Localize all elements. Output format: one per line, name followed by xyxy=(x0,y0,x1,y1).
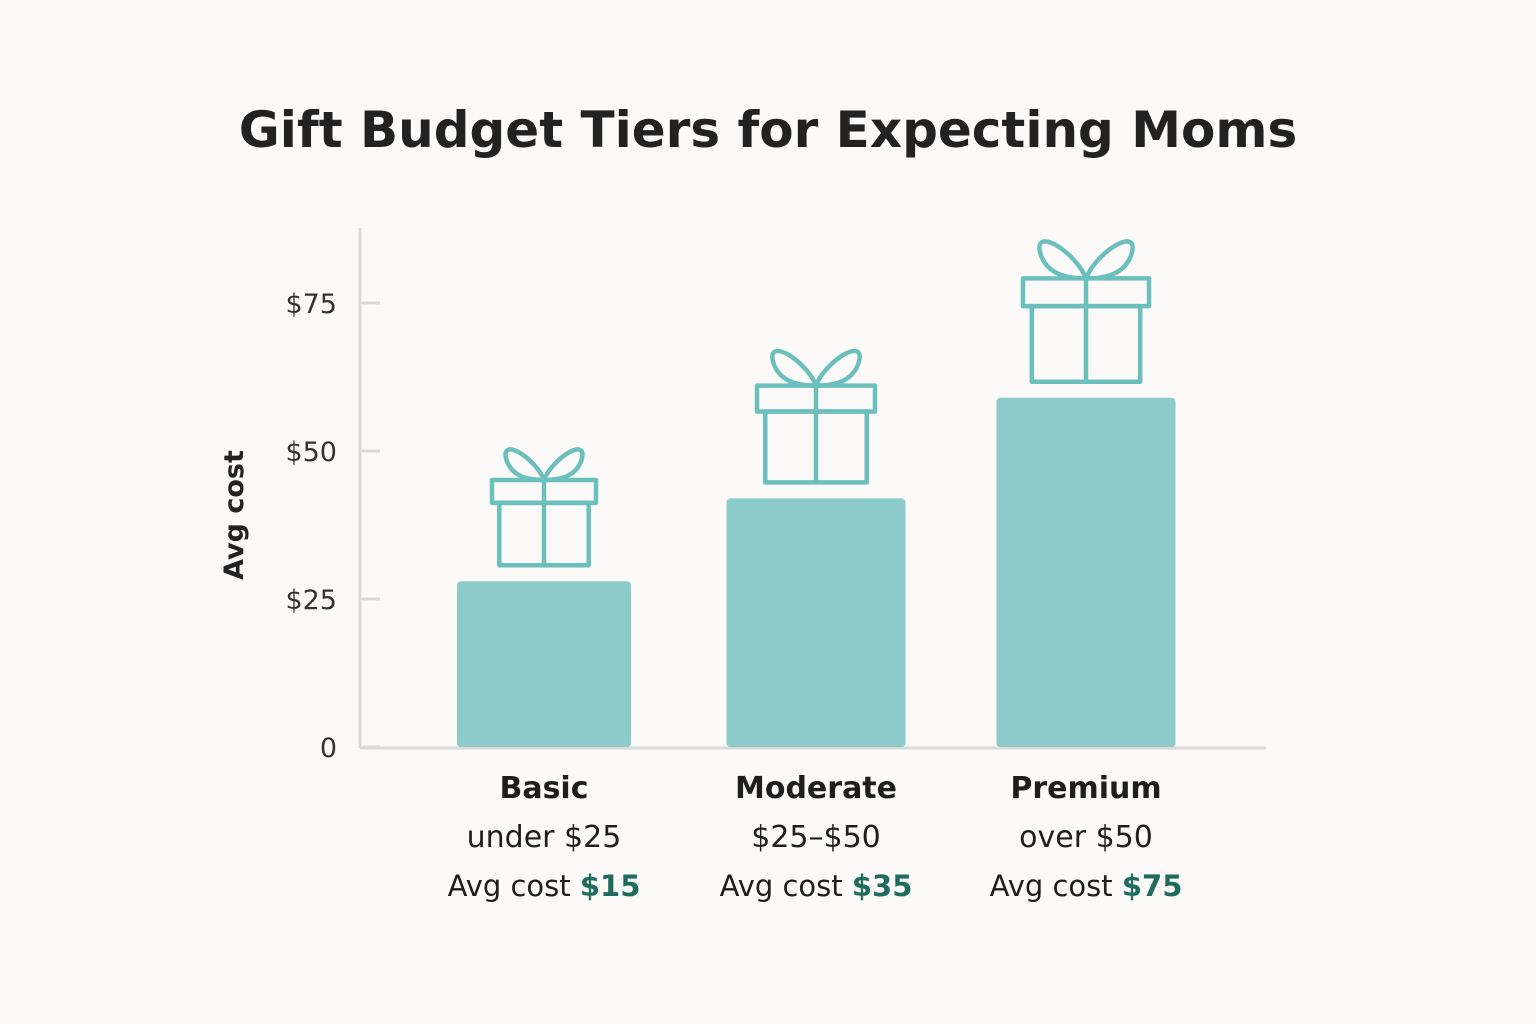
avg-cost-label: Avg cost $35 xyxy=(720,869,913,903)
category-label: Basic xyxy=(499,771,588,806)
bar-basic xyxy=(457,581,631,747)
avg-cost-label: Avg cost $15 xyxy=(448,869,641,903)
avg-cost-value: $15 xyxy=(580,869,641,903)
avg-cost-prefix: Avg cost xyxy=(448,869,580,903)
bar-moderate xyxy=(726,498,906,747)
bar-premium xyxy=(996,397,1176,747)
y-tick-label: $50 xyxy=(285,437,337,468)
avg-cost-value: $75 xyxy=(1122,869,1183,903)
y-tick-label: $75 xyxy=(285,289,337,320)
range-label: $25–$50 xyxy=(751,820,881,855)
range-label: over $50 xyxy=(1019,820,1153,855)
chart-title: Gift Budget Tiers for Expecting Moms xyxy=(239,101,1297,159)
y-tick-label: 0 xyxy=(320,733,337,764)
gift-icon xyxy=(754,348,878,485)
avg-cost-prefix: Avg cost xyxy=(990,869,1122,903)
avg-cost-prefix: Avg cost xyxy=(720,869,852,903)
y-tick-label: $25 xyxy=(285,585,337,616)
y-axis-label: Avg cost xyxy=(219,450,250,580)
avg-cost-value: $35 xyxy=(852,869,913,903)
gift-icon xyxy=(1020,239,1152,384)
category-label: Premium xyxy=(1010,771,1161,806)
gift-icon xyxy=(489,447,599,568)
category-label: Moderate xyxy=(735,771,897,806)
range-label: under $25 xyxy=(467,820,622,855)
avg-cost-label: Avg cost $75 xyxy=(990,869,1183,903)
